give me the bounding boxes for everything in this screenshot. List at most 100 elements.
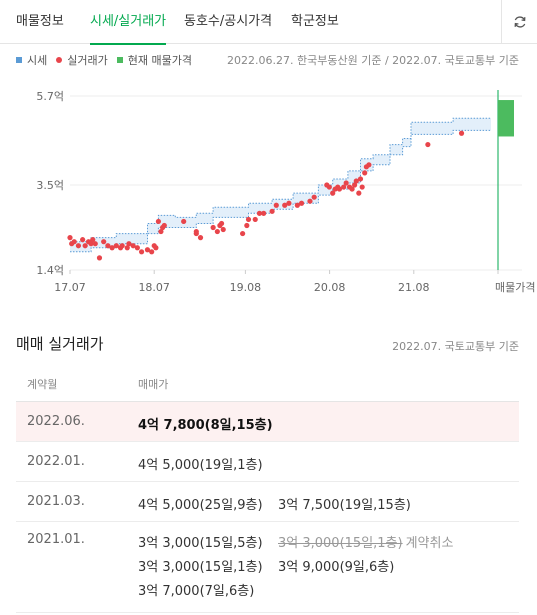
x-tick-label: 18.07 xyxy=(138,281,170,294)
trade-price-text: 3억 9,000(9일,6층) xyxy=(278,560,395,575)
actual-trade-point xyxy=(181,218,187,225)
actual-trade-point xyxy=(153,245,159,251)
actual-trade-point xyxy=(149,249,155,255)
actual-trade-point xyxy=(240,230,246,237)
col-price-header: 매매가 xyxy=(138,378,169,391)
trade-price-text: 3억 7,500(19일,15층) xyxy=(278,498,411,513)
actual-trade-point xyxy=(298,200,305,206)
actual-trade-point xyxy=(425,141,431,148)
actual-trade-point xyxy=(101,239,107,245)
actual-trade-point xyxy=(366,162,372,168)
actual-trade-point xyxy=(359,184,365,190)
trade-price-text: 3억 7,000(7일,6층) xyxy=(138,584,255,599)
actual-trade-point xyxy=(197,235,204,241)
actual-trade-point xyxy=(119,243,125,249)
trades-title: 매매 실거래가 xyxy=(16,335,104,353)
refresh-button[interactable] xyxy=(501,0,537,44)
x-tick-label: 20.08 xyxy=(314,281,346,294)
y-tick-label: 3.5억 xyxy=(36,179,64,192)
actual-trade-point xyxy=(330,190,336,196)
legend-actual-label: 실거래가 xyxy=(67,54,108,67)
actual-trade-point xyxy=(458,130,465,136)
actual-trade-point xyxy=(336,186,343,192)
actual-trade-point xyxy=(244,222,250,229)
actual-trade-point xyxy=(269,208,275,214)
actual-trade-point xyxy=(210,224,216,231)
trade-row: 2022.06. 4억 7,800(8일,15층) xyxy=(16,402,519,442)
tab-listing-info[interactable]: 매물정보 xyxy=(16,14,64,29)
actual-trade-point xyxy=(341,184,347,190)
x-tick-label: 17.07 xyxy=(54,281,86,294)
actual-trade-point xyxy=(71,239,77,245)
legend-listing-label: 현재 매물가격 xyxy=(127,54,192,67)
cancel-note: 계약취소 xyxy=(405,536,454,551)
legend-market-swatch xyxy=(16,57,22,63)
actual-trade-point xyxy=(88,241,94,247)
trade-price: 3억 3,000(15일,5층) xyxy=(138,532,263,551)
actual-trade-point xyxy=(90,237,96,243)
actual-trade-point xyxy=(109,245,115,251)
actual-trade-point xyxy=(362,170,368,176)
tab-unit-public-price[interactable]: 동호수/공시가격 xyxy=(184,14,273,29)
trade-month: 2021.03. xyxy=(27,494,85,509)
actual-trade-point xyxy=(113,243,119,249)
trade-price: 3억 3,000(15일,1층) xyxy=(138,556,263,575)
trade-row: 2021.01. 3억 3,000(15일,5층) 3억 3,000(15일,1층)… xyxy=(16,522,519,613)
y-tick-label: 5.7억 xyxy=(36,90,64,103)
trade-price-text: 3억 3,000(15일,1층) xyxy=(278,536,403,551)
trade-price: 4억 7,800(8일,15층) xyxy=(138,414,273,433)
chart-legend: 시세 실거래가 현재 매물가격 xyxy=(16,52,201,68)
trades-source: 2022.07. 국토교통부 기준 xyxy=(392,340,519,353)
listing-price-range xyxy=(498,100,514,137)
x-tick-label: 21.08 xyxy=(398,281,430,294)
y-tick-label: 1.4억 xyxy=(36,264,64,277)
actual-trade-point xyxy=(245,216,252,223)
actual-trade-point xyxy=(126,241,132,247)
x-tick-label: 매물가격 xyxy=(495,281,535,294)
trade-price: 3억 7,500(19일,15층) xyxy=(278,494,411,513)
actual-trade-point xyxy=(218,220,225,227)
actual-trade-point xyxy=(294,202,300,208)
tab-bar: 매물정보 시세/실거래가 동호수/공시가격 학군정보 xyxy=(0,0,537,45)
actual-trade-point xyxy=(67,235,73,241)
actual-trade-point xyxy=(356,190,362,196)
actual-trade-point xyxy=(353,178,359,184)
actual-trade-point xyxy=(307,198,313,204)
x-tick-label: 19.08 xyxy=(230,281,262,294)
actual-trade-point xyxy=(311,194,317,200)
trade-price: 3억 9,000(9일,6층) xyxy=(278,556,394,575)
trades-table-header: 계약월 매매가 xyxy=(16,370,519,402)
actual-trade-point xyxy=(124,245,130,251)
actual-trade-point xyxy=(161,222,167,229)
trade-row: 2022.01. 4억 5,000(19일,1층) xyxy=(16,442,519,482)
actual-trade-point xyxy=(155,218,162,225)
tab-school-info[interactable]: 학군정보 xyxy=(291,14,339,29)
market-band-lower-line xyxy=(70,129,491,253)
legend-actual: 실거래가 xyxy=(56,52,108,68)
trade-price-text: 3억 3,000(15일,5층) xyxy=(138,536,263,551)
actual-trade-point xyxy=(105,243,111,249)
market-band-upper-line xyxy=(70,117,491,243)
price-chart[interactable]: 5.7억 3.5억 1.4억 17.07 18.07 19.08 20.08 21.08 매물가… xyxy=(0,80,537,298)
actual-trade-point xyxy=(343,180,349,186)
col-month-header: 계약월 xyxy=(27,378,58,391)
refresh-icon xyxy=(514,16,525,28)
trade-price-text: 4억 5,000(19일,1층) xyxy=(138,458,263,473)
actual-trade-point xyxy=(214,228,220,235)
trade-row: 2021.03. 4억 5,000(25일,9층) 3억 7,500(19일,15층… xyxy=(16,482,519,522)
actual-trade-point xyxy=(158,228,164,235)
tab-market-price[interactable]: 시세/실거래가 xyxy=(90,0,167,45)
trade-price: 3억 7,000(7일,6층) xyxy=(138,580,254,599)
actual-trade-point xyxy=(352,182,358,188)
actual-trade-point xyxy=(82,243,88,249)
trade-price-text: 4억 7,800(8일,15층) xyxy=(138,418,273,433)
legend-actual-swatch xyxy=(56,57,63,63)
actual-trade-point xyxy=(326,184,332,190)
cancelled-trade: 3억 3,000(15일,1층) 계약취소 xyxy=(278,532,453,551)
actual-trade-point xyxy=(286,200,292,206)
market-band-area xyxy=(70,118,491,252)
trade-price: 4억 5,000(25일,9층) xyxy=(138,494,263,513)
legend-market-label: 시세 xyxy=(27,54,48,67)
actual-trade-point xyxy=(282,202,288,208)
trade-month: 2022.06. xyxy=(27,414,85,429)
